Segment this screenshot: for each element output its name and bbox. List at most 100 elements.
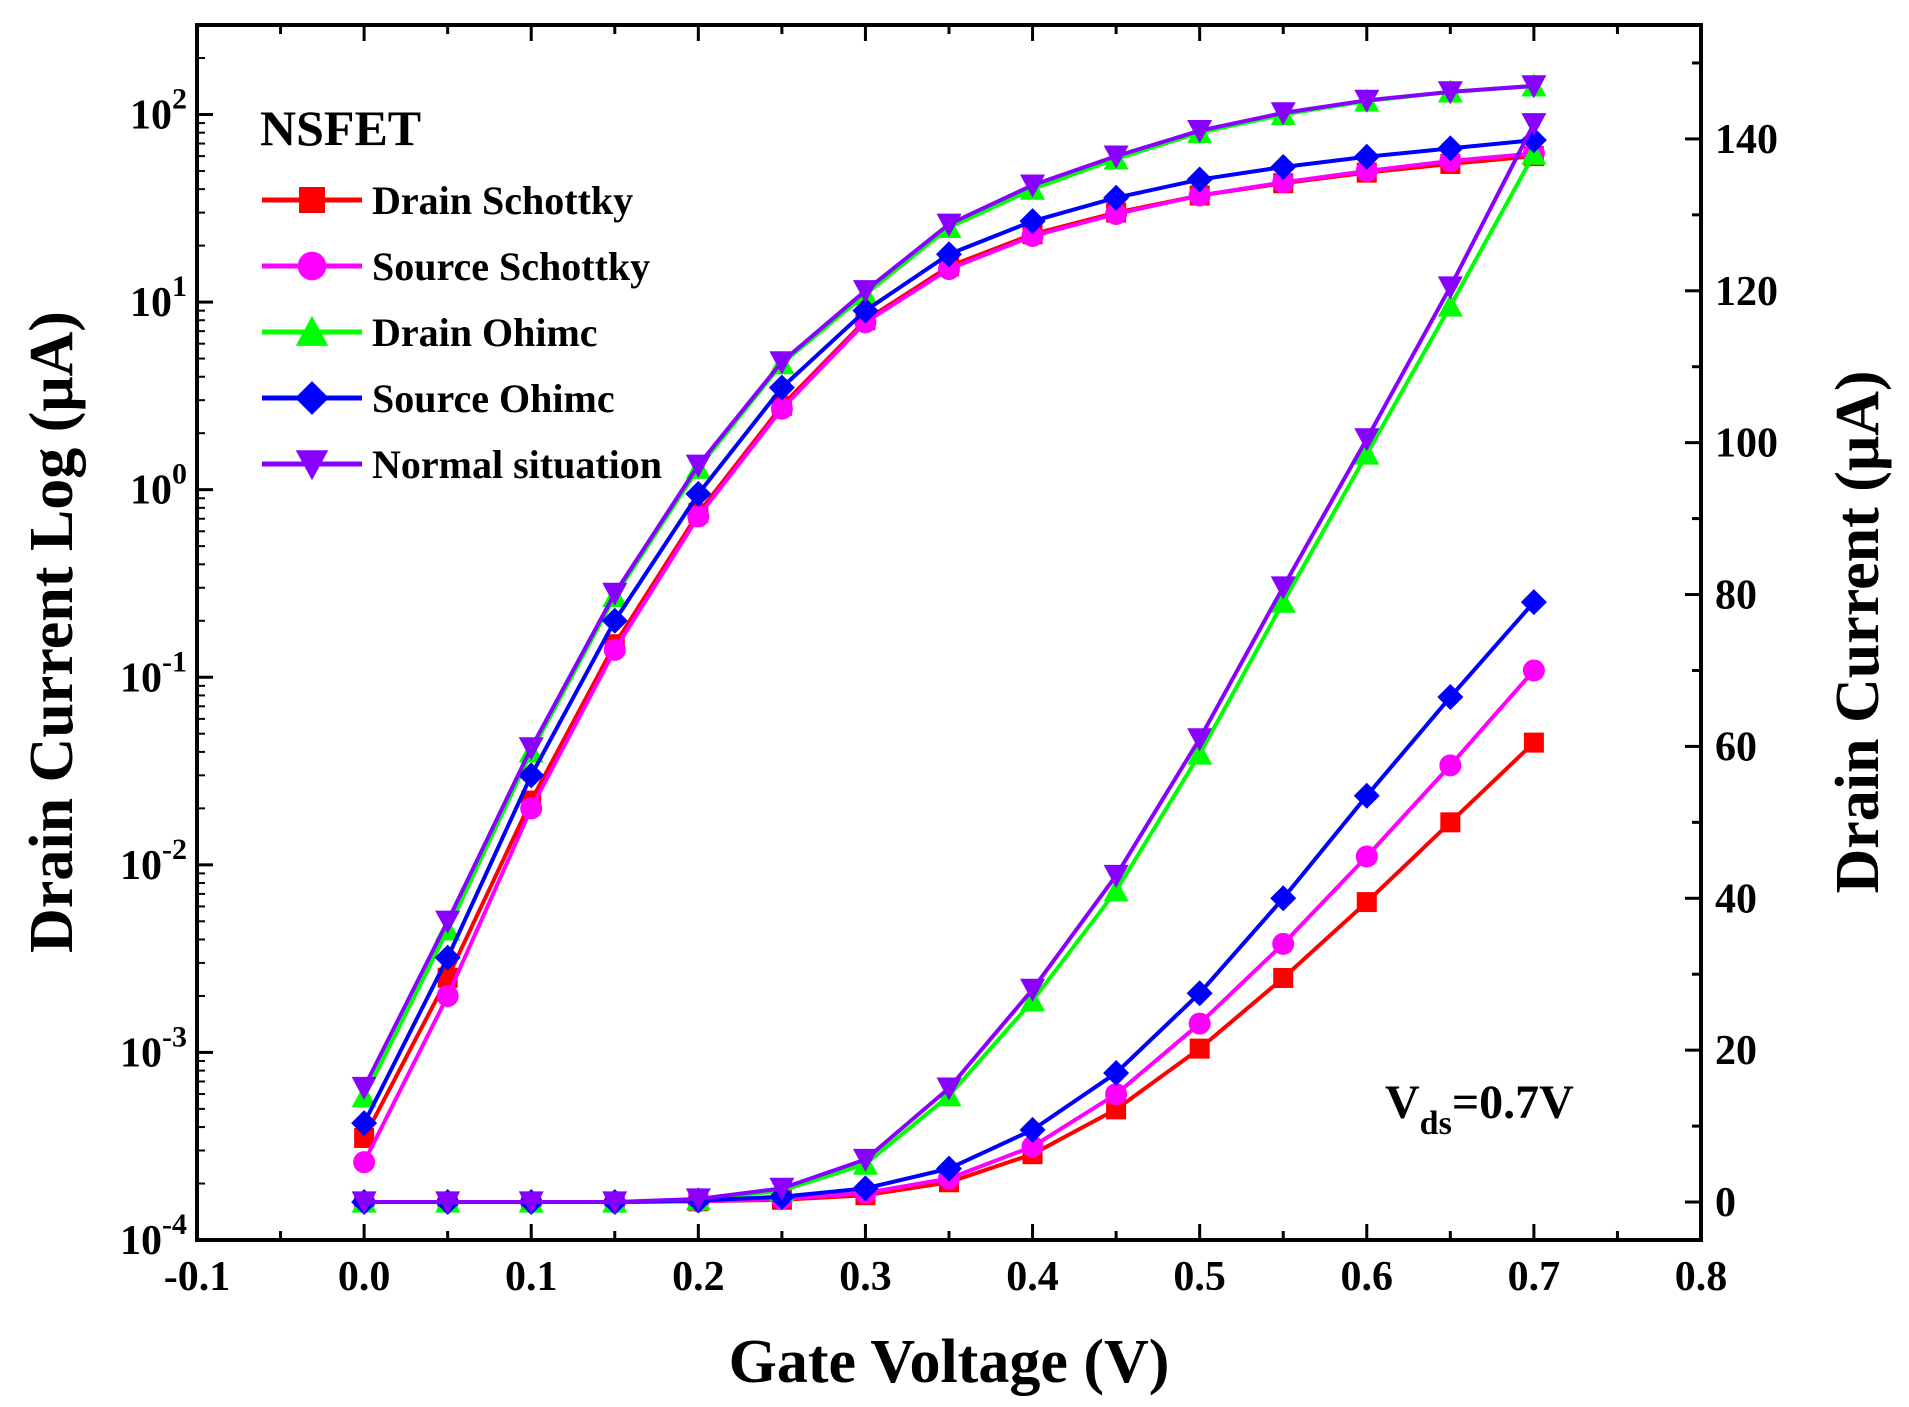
legend-item-drain-ohimc: Drain Ohimc [262, 310, 598, 355]
data-point-log [603, 638, 626, 661]
y-left-tick-label: 10-2 [120, 833, 187, 889]
legend-item-drain-schottky: Drain Schottky [262, 178, 633, 223]
data-point-linear [1272, 932, 1295, 955]
y-left-tick-label: 100 [130, 458, 187, 514]
vds-annotation-sub: ds [1420, 1105, 1452, 1142]
legend-marker [295, 450, 329, 481]
data-point-log [1355, 159, 1378, 182]
legend-marker [299, 187, 325, 213]
data-point-linear [852, 1175, 879, 1202]
data-point-linear [602, 1191, 628, 1215]
data-point-log [1188, 184, 1211, 207]
data-point-linear [1354, 441, 1380, 465]
x-tick-label: 0.1 [505, 1254, 558, 1300]
y-left-tick-label: 10-3 [120, 1020, 187, 1076]
data-point-linear [936, 1155, 962, 1182]
data-point-linear [435, 1191, 461, 1215]
data-point-linear [1273, 968, 1294, 989]
data-point-linear [769, 1177, 795, 1201]
legend-label: Normal situation [372, 442, 662, 487]
data-point-linear [1439, 754, 1462, 777]
y-right-tick-label: 120 [1715, 269, 1778, 315]
data-point-log [1354, 89, 1380, 113]
series-source-schottky [353, 142, 1545, 1214]
y-right-tick-label: 20 [1715, 1028, 1757, 1074]
series-line-linear [364, 669, 1536, 1205]
data-point-log [435, 910, 461, 934]
data-point-log [602, 582, 628, 606]
legend-item-normal-situation: Normal situation [262, 442, 662, 487]
data-point-log [1437, 81, 1463, 105]
data-point-log [1103, 184, 1130, 211]
data-point-log [1353, 143, 1380, 170]
x-tick-label: 0.5 [1173, 1254, 1226, 1300]
data-point-linear [1270, 885, 1297, 912]
data-point-log [685, 480, 712, 507]
data-point-linear [936, 1077, 962, 1101]
data-point-linear [1270, 576, 1296, 600]
data-point-log [1187, 120, 1213, 144]
x-tick-label: 0.8 [1675, 1254, 1728, 1300]
data-point-log [434, 944, 461, 971]
data-point-log [685, 454, 711, 478]
data-point-log [351, 1110, 378, 1137]
axis-layer: -0.1 0.0 0.1 0.2 0.3 0.4 0.5 0.6 0.7 0.8 10-4 10-3 1… [120, 25, 1778, 1300]
data-point-linear [351, 1191, 377, 1215]
data-point-log [1521, 75, 1547, 99]
data-point-log [601, 607, 628, 634]
y-axis-right-title: Drain Current (μA) [1824, 370, 1892, 893]
data-point-log [1437, 135, 1464, 162]
data-point-linear [1019, 1116, 1046, 1143]
data-point-log [1270, 153, 1297, 180]
data-point-linear [1103, 864, 1129, 888]
data-point-linear [1523, 732, 1544, 753]
y-right-tick-label: 40 [1715, 876, 1757, 922]
data-point-log [936, 241, 962, 268]
legend-item-source-ohimc: Source Ohimc [262, 376, 615, 421]
y-right-tick-label: 100 [1715, 421, 1778, 467]
data-point-log [1103, 145, 1129, 169]
vds-annotation: Vds=0.7V [1385, 1076, 1574, 1142]
data-point-linear [1188, 1012, 1211, 1035]
data-point-log [351, 1076, 377, 1101]
data-point-linear [1356, 892, 1377, 913]
legend-label: Source Schottky [372, 244, 650, 289]
data-point-linear [1353, 782, 1380, 809]
data-point-log [520, 797, 543, 820]
series-normal-situation [351, 75, 1547, 1215]
series-drain-schottky [354, 146, 1544, 1213]
data-point-linear [1520, 589, 1547, 616]
data-point-log [687, 505, 710, 528]
x-tick-label: 0.4 [1006, 1254, 1059, 1300]
legend-label: Drain Ohimc [372, 310, 598, 355]
data-point-log [1272, 171, 1295, 194]
data-point-log [354, 1127, 375, 1148]
data-point-linear [1354, 428, 1380, 452]
legend-marker [297, 251, 327, 281]
data-point-linear [1103, 878, 1129, 902]
data-point-linear [1437, 293, 1463, 317]
data-point-linear [1437, 684, 1464, 711]
series-source-ohimc [351, 127, 1547, 1216]
x-tick-label: 0.0 [338, 1254, 391, 1300]
data-point-linear [1187, 728, 1213, 752]
x-tick-label: -0.1 [164, 1254, 231, 1300]
data-point-linear [1521, 141, 1547, 165]
data-point-log [852, 280, 878, 304]
vds-annotation-main: V [1385, 1076, 1420, 1129]
data-point-linear [1186, 980, 1213, 1007]
legend-label: Drain Schottky [372, 178, 633, 223]
data-point-log [1270, 102, 1296, 126]
data-point-linear [1103, 1059, 1130, 1086]
legend-marker [295, 315, 329, 346]
x-tick-label: 0.2 [672, 1254, 725, 1300]
vds-annotation-rest: =0.7V [1452, 1076, 1574, 1129]
data-point-log [1105, 202, 1128, 225]
data-point-linear [518, 1191, 544, 1215]
data-point-linear [1521, 113, 1547, 137]
data-point-linear [1105, 1083, 1128, 1106]
series-line-log [362, 154, 1535, 1139]
data-point-linear [1522, 659, 1545, 682]
y-right-tick-label: 140 [1715, 117, 1778, 163]
